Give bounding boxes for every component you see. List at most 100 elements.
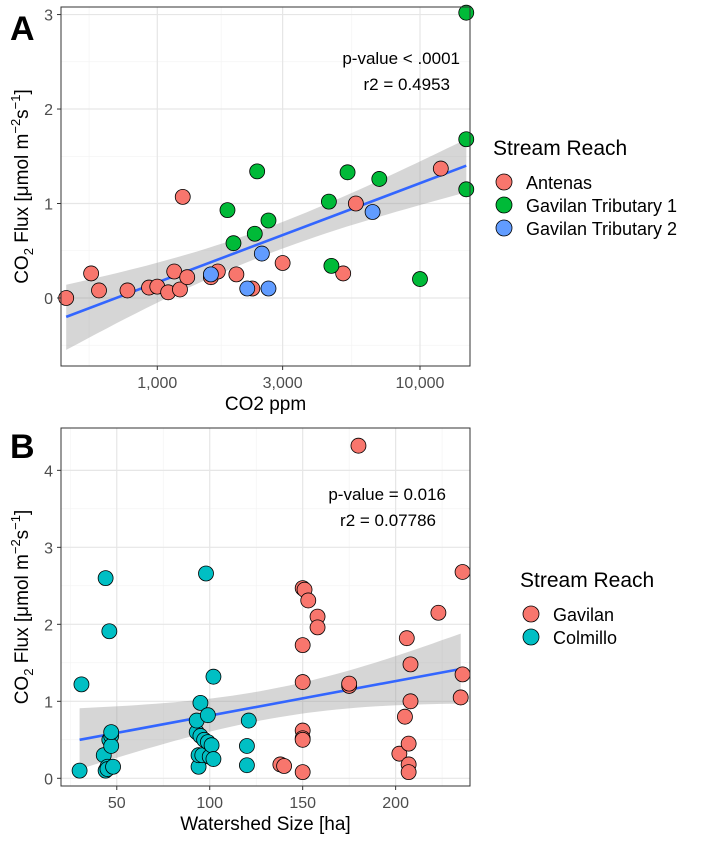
data-point: [397, 708, 413, 725]
confidence-band: [79, 633, 461, 770]
data-point: [432, 160, 449, 177]
plot-border: [60, 6, 471, 367]
data-point: [402, 656, 419, 673]
data-point: [172, 281, 188, 298]
data-point: [320, 193, 337, 210]
y-tick-label: 2: [44, 617, 53, 634]
data-point: [335, 265, 352, 282]
data-point: [71, 762, 88, 779]
y-tick-label: 3: [44, 8, 53, 25]
data-point: [300, 592, 317, 609]
data-point: [205, 668, 222, 685]
panel-a-r2-annotation: r2 = 0.4953: [364, 75, 451, 94]
data-point: [294, 674, 311, 690]
data-point: [309, 619, 326, 636]
y-tick-label: 2: [44, 102, 53, 119]
legend-key: [495, 196, 513, 214]
data-point: [103, 738, 120, 754]
data-point: [91, 282, 107, 299]
x-tick-label: 3,000: [263, 375, 303, 392]
data-point: [239, 280, 256, 297]
data-point: [239, 757, 255, 774]
data-point: [203, 737, 220, 754]
x-tick-label: 150: [289, 795, 316, 812]
y-axis-title-text: CO2 Flux [μmol m−2s−1]: [8, 89, 36, 284]
data-point: [260, 280, 277, 297]
regression-line: [79, 667, 461, 742]
data-point: [225, 235, 242, 252]
x-tick-label: 200: [382, 795, 409, 812]
panel-b-y-axis-title: CO2 Flux [μmol m−2s−1]: [8, 510, 36, 705]
legend-label: Gavilan Tributary 2: [526, 219, 677, 239]
data-point: [105, 758, 121, 775]
panel-b-plot-area: 50 100 150 200 0 1 2 3 4: [44, 427, 471, 812]
y-tick-label: 1: [44, 197, 53, 214]
data-point: [192, 694, 209, 711]
data-point: [246, 225, 263, 242]
data-point: [400, 764, 417, 781]
data-point: [458, 181, 475, 198]
legend-label: Gavilan: [553, 605, 614, 625]
panel-b-label: B: [10, 428, 35, 466]
data-point: [253, 245, 270, 262]
data-point: [73, 676, 90, 693]
data-point: [205, 751, 222, 767]
data-point: [364, 204, 381, 220]
data-point: [219, 202, 236, 219]
data-point: [398, 630, 415, 647]
data-point: [119, 282, 136, 299]
panel-b-legend-title: Stream Reach: [520, 569, 654, 592]
legend-label: Colmillo: [553, 628, 617, 648]
x-tick-label: 100: [196, 795, 223, 812]
data-point: [454, 564, 471, 580]
data-point: [228, 266, 245, 283]
data-point: [339, 164, 356, 181]
legend-key: [495, 173, 513, 191]
data-point: [199, 707, 216, 724]
legend-key: [522, 628, 540, 646]
data-point: [400, 735, 417, 752]
panel-a-legend-title: Stream Reach: [493, 137, 627, 160]
data-point: [239, 738, 255, 754]
x-tick-label: 10,000: [396, 375, 445, 392]
y-axis-title-text: CO2 Flux [μmol m−2s−1]: [8, 510, 36, 705]
y-tick-label: 0: [44, 291, 53, 308]
panel-a-x-axis-title: CO2 ppm: [225, 394, 306, 415]
panel-a-p-value-annotation: p-value < .0001: [342, 49, 460, 68]
y-tick-label: 0: [44, 771, 53, 788]
data-point: [347, 195, 364, 212]
data-point: [240, 712, 257, 729]
data-point: [249, 163, 266, 180]
y-tick-label: 4: [44, 463, 53, 480]
data-point: [97, 570, 114, 587]
data-point: [260, 212, 277, 229]
legend-label: Gavilan Tributary 1: [526, 196, 677, 216]
data-point: [454, 666, 471, 683]
data-point: [276, 758, 292, 774]
data-point: [83, 265, 100, 282]
y-tick-label: 1: [44, 694, 53, 711]
panel-a: A CO2 Flux [μmol m−2s−1] 1,000 3,000 10,00…: [8, 4, 677, 415]
data-point: [274, 255, 291, 271]
data-point: [341, 675, 358, 692]
legend-key: [522, 605, 540, 623]
x-tick-label: 1,000: [137, 375, 177, 392]
panel-a-legend: Stream Reach Antenas Gavilan Tributary 1 G…: [493, 137, 677, 239]
data-point: [371, 171, 388, 187]
panel-b-p-value-annotation: p-value = 0.016: [328, 485, 446, 504]
data-point: [412, 271, 428, 287]
data-point: [101, 623, 118, 640]
panel-a-label: A: [10, 10, 35, 48]
panel-b: B CO2 Flux [μmol m−2s−1] 50 100 150 200 0 1 2 3…: [8, 427, 654, 835]
panel-b-x-axis-title: Watershed Size [ha]: [180, 814, 350, 835]
x-tick-label: 50: [108, 795, 126, 812]
plot-background: [61, 428, 470, 786]
panel-a-y-axis-title: CO2 Flux [μmol m−2s−1]: [8, 89, 36, 284]
data-point: [323, 257, 340, 274]
data-point: [294, 764, 311, 781]
data-point: [458, 131, 475, 148]
data-point: [430, 604, 447, 621]
panel-b-r2-annotation: r2 = 0.07786: [340, 511, 436, 530]
data-point: [391, 745, 408, 762]
